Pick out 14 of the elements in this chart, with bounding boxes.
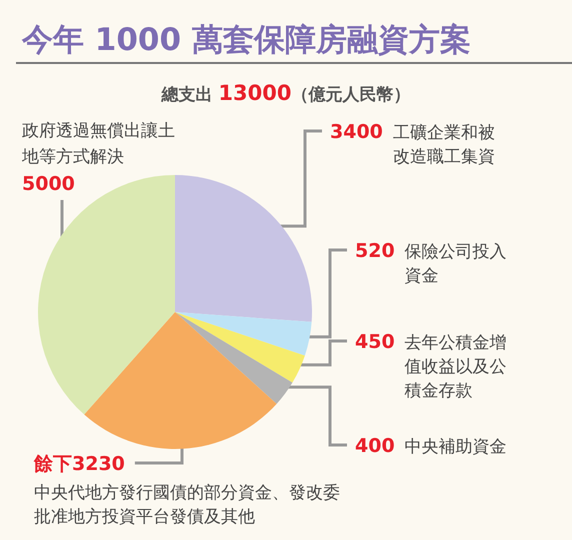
slice-label: 保險公司投入資金 <box>404 242 507 286</box>
data-label: 520 <box>355 240 395 262</box>
data-label: 5000 <box>22 173 75 195</box>
chart-subtitle: 總支出 13000（億元人民幣） <box>160 81 410 105</box>
slice-label: 中央補助資金 <box>404 437 507 457</box>
data-label: 450 <box>355 331 395 353</box>
slice-label: 中央代地方發行國債的部分資金、發改委批准地方投資平台發債及其他 <box>34 483 340 527</box>
chart-title: 今年 1000 萬套保障房融資方案 <box>21 22 471 58</box>
data-label: 餘下3230 <box>33 453 125 475</box>
slice-label: 政府透過無償出讓土地等方式解決 <box>21 121 175 167</box>
slice-label: 去年公積金增值收益以及公積金存款 <box>404 333 507 401</box>
slice-label: 工礦企業和被改造職工集資 <box>392 123 495 167</box>
data-label: 3400 <box>330 121 383 143</box>
data-label: 400 <box>355 435 395 457</box>
